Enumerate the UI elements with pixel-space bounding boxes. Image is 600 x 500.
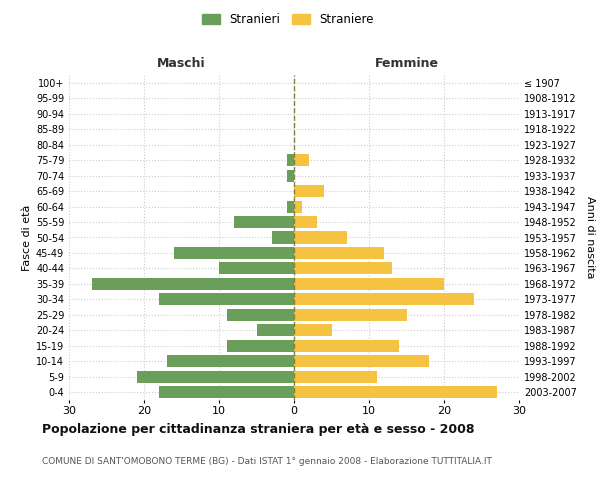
Bar <box>294 232 347 243</box>
Bar <box>294 216 317 228</box>
Bar <box>294 294 474 306</box>
Bar <box>167 356 294 368</box>
Text: Popolazione per cittadinanza straniera per età e sesso - 2008: Popolazione per cittadinanza straniera p… <box>42 422 475 436</box>
Bar <box>227 340 294 352</box>
Legend: Stranieri, Straniere: Stranieri, Straniere <box>197 8 379 31</box>
Bar <box>219 262 294 274</box>
Bar <box>294 371 377 383</box>
Text: Femmine: Femmine <box>374 58 439 70</box>
Bar <box>294 247 384 259</box>
Text: COMUNE DI SANT'OMOBONO TERME (BG) - Dati ISTAT 1° gennaio 2008 - Elaborazione TU: COMUNE DI SANT'OMOBONO TERME (BG) - Dati… <box>42 458 492 466</box>
Bar <box>294 386 497 398</box>
Bar <box>227 309 294 321</box>
Bar <box>294 200 302 212</box>
Bar <box>294 340 399 352</box>
Bar <box>294 154 309 166</box>
Bar <box>271 232 294 243</box>
Bar <box>294 262 392 274</box>
Bar <box>294 309 407 321</box>
Bar <box>287 154 294 166</box>
Bar <box>234 216 294 228</box>
Y-axis label: Fasce di età: Fasce di età <box>22 204 32 270</box>
Bar <box>287 200 294 212</box>
Bar <box>257 324 294 336</box>
Bar <box>91 278 294 290</box>
Text: Maschi: Maschi <box>157 58 206 70</box>
Bar <box>137 371 294 383</box>
Y-axis label: Anni di nascita: Anni di nascita <box>585 196 595 279</box>
Bar <box>294 278 444 290</box>
Bar <box>287 170 294 181</box>
Bar <box>294 356 429 368</box>
Bar <box>294 185 324 197</box>
Bar <box>174 247 294 259</box>
Bar <box>294 324 331 336</box>
Bar <box>159 386 294 398</box>
Bar <box>159 294 294 306</box>
